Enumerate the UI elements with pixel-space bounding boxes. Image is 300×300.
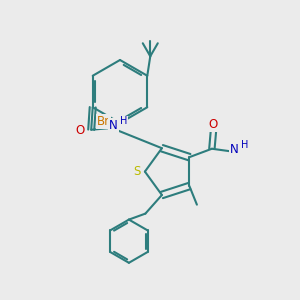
Text: O: O	[209, 118, 218, 131]
Text: H: H	[120, 116, 127, 126]
Text: O: O	[75, 124, 84, 137]
Text: N: N	[109, 119, 118, 132]
Text: S: S	[134, 165, 141, 178]
Text: Br: Br	[97, 115, 110, 128]
Text: N: N	[230, 143, 239, 156]
Text: H: H	[241, 140, 248, 149]
